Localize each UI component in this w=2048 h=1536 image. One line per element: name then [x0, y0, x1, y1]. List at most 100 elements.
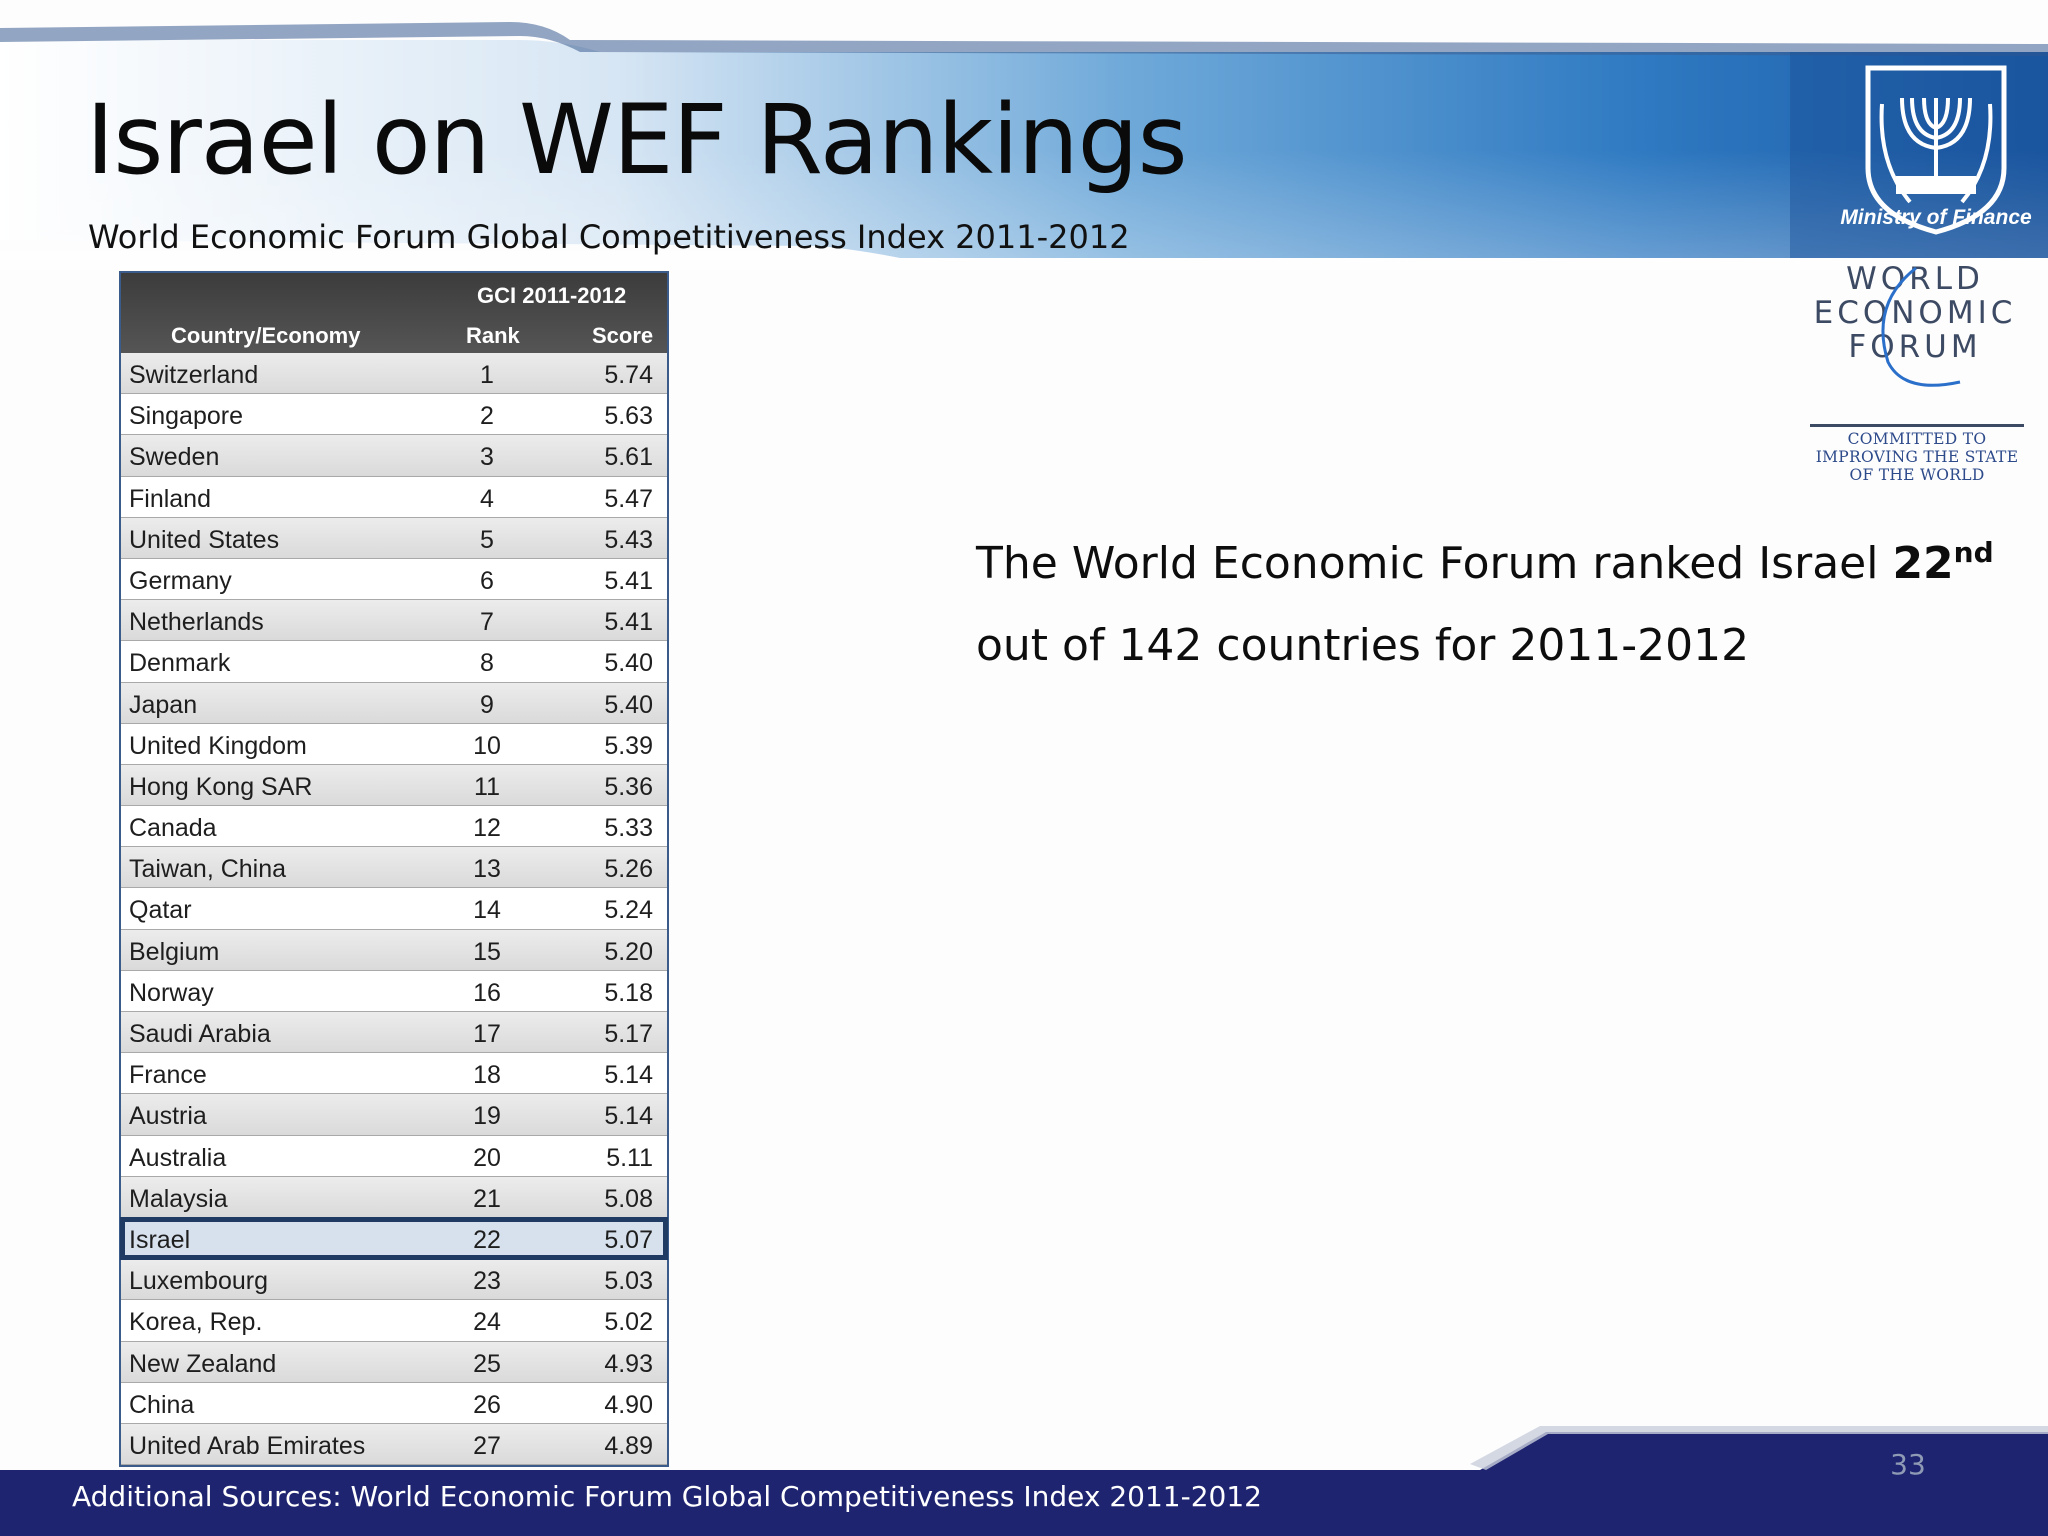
country-cell: United Kingdom — [129, 731, 307, 760]
table-row: China 26 4.90 — [121, 1382, 667, 1424]
column-header-score: Score — [592, 323, 654, 348]
wef-logo-word: ECONOMIC — [1813, 295, 2017, 331]
table-row: Luxembourg 23 5.03 — [121, 1259, 667, 1301]
rank-cell: 8 — [480, 649, 494, 678]
table-row: Japan 9 5.40 — [121, 682, 667, 724]
rank-cell: 9 — [480, 690, 494, 719]
score-cell: 5.33 — [604, 814, 653, 843]
score-cell: 5.11 — [606, 1143, 653, 1172]
country-cell: Norway — [129, 978, 214, 1007]
rank-cell: 20 — [473, 1143, 501, 1172]
score-cell: 5.20 — [604, 937, 653, 966]
score-cell: 5.14 — [604, 1102, 653, 1131]
page-subtitle: World Economic Forum Global Competitiven… — [88, 218, 1130, 256]
country-cell: France — [129, 1061, 207, 1090]
wef-tagline: IMPROVING THE STATE — [1815, 448, 2019, 466]
country-cell: Australia — [129, 1143, 227, 1172]
score-cell: 5.17 — [604, 1020, 653, 1048]
page-number: 33 — [1890, 1448, 1926, 1481]
country-cell: United Arab Emirates — [129, 1431, 366, 1460]
country-cell: Sweden — [129, 443, 220, 472]
rank-cell: 11 — [474, 772, 500, 801]
score-cell: 5.40 — [604, 690, 653, 719]
score-cell: 5.47 — [604, 484, 653, 513]
footer-source-note: Additional Sources: World Economic Forum… — [72, 1480, 1262, 1513]
table-row: Taiwan, China 13 5.26 — [121, 847, 667, 889]
table-group-header: GCI 2011-2012 — [477, 283, 627, 308]
country-cell: Saudi Arabia — [129, 1020, 271, 1048]
country-cell: Japan — [129, 690, 198, 719]
score-cell: 5.41 — [604, 566, 653, 595]
rank-cell: 17 — [473, 1020, 501, 1048]
wef-logo-word: FORUM — [1848, 329, 1982, 365]
gci-ranking-table: GCI 2011-2012 Country/Economy Rank Score… — [119, 271, 669, 1468]
country-cell: Korea, Rep. — [129, 1308, 263, 1337]
country-cell: New Zealand — [129, 1349, 277, 1378]
rank-cell: 6 — [480, 566, 494, 595]
country-cell: Singapore — [129, 402, 243, 431]
score-cell: 5.39 — [604, 731, 653, 760]
score-cell: 5.18 — [604, 978, 653, 1007]
table-row: Germany 6 5.41 — [121, 558, 667, 601]
table-header: GCI 2011-2012 Country/Economy Rank Score — [121, 273, 667, 353]
rank-cell: 1 — [480, 361, 494, 389]
country-cell: Germany — [129, 566, 232, 595]
rank-cell: 10 — [473, 731, 501, 760]
score-cell: 5.08 — [604, 1184, 653, 1213]
score-cell: 5.43 — [604, 525, 653, 554]
rank-cell: 24 — [473, 1308, 501, 1337]
table-row: Korea, Rep. 24 5.02 — [121, 1300, 667, 1342]
table-row: Finland 4 5.47 — [121, 476, 667, 518]
country-cell: Denmark — [129, 649, 231, 678]
wef-tagline: OF THE WORLD — [1849, 466, 1985, 484]
rank-cell: 16 — [473, 978, 501, 1007]
column-header-country: Country/Economy — [171, 323, 361, 348]
table-row: Belgium 15 5.20 — [121, 929, 667, 971]
country-cell: Belgium — [129, 937, 220, 966]
rank-cell: 27 — [473, 1431, 501, 1460]
statement-line-1: The World Economic Forum ranked Israel 2… — [976, 536, 1994, 589]
table-row: United States 5 5.43 — [121, 517, 667, 559]
country-cell: Luxembourg — [129, 1267, 268, 1296]
header-band — [0, 22, 2048, 270]
rank-cell: 23 — [473, 1267, 501, 1296]
country-cell: Switzerland — [129, 361, 259, 389]
footer-band — [0, 1426, 2048, 1536]
rank-cell: 12 — [473, 814, 501, 843]
table-row: United Arab Emirates 27 4.89 — [121, 1423, 667, 1466]
table-row: Qatar 14 5.24 — [121, 888, 667, 930]
rank-cell: 15 — [473, 937, 501, 966]
rank-cell: 21 — [473, 1184, 501, 1213]
rank-cell: 5 — [480, 525, 494, 554]
table-body: Switzerland 1 5.74 Singapore 2 5.63 Sweden 3 5.6… — [120, 353, 668, 1466]
table-row: Sweden 3 5.61 — [121, 435, 667, 477]
table-row-highlighted: Israel 22 5.07 — [120, 1216, 668, 1261]
table-row: Singapore 2 5.63 — [121, 394, 667, 436]
score-cell: 5.26 — [604, 855, 653, 884]
table-row: Australia 20 5.11 — [121, 1135, 667, 1177]
rank-cell: 26 — [473, 1390, 501, 1419]
score-cell: 5.03 — [604, 1267, 653, 1296]
country-cell: Netherlands — [129, 608, 264, 637]
score-cell: 5.41 — [604, 608, 653, 637]
statement-line-2: out of 142 countries for 2011-2012 — [976, 620, 1750, 671]
table-row: Denmark 8 5.40 — [121, 641, 667, 683]
country-cell: Qatar — [129, 896, 192, 925]
table-row: Saudi Arabia 17 5.17 — [121, 1012, 667, 1054]
wef-arc-icon — [1881, 266, 1961, 387]
score-cell: 5.40 — [604, 649, 653, 678]
rank-cell: 2 — [480, 402, 494, 431]
score-cell: 5.14 — [604, 1061, 653, 1090]
country-cell: Israel — [129, 1225, 191, 1254]
score-cell: 4.93 — [604, 1349, 653, 1378]
statement-text: The World Economic Forum ranked Israel — [976, 538, 1893, 589]
table-row: Canada 12 5.33 — [121, 806, 667, 848]
score-cell: 5.24 — [604, 896, 653, 925]
wef-tagline: COMMITTED TO — [1847, 430, 1987, 448]
score-cell: 4.90 — [604, 1390, 653, 1419]
country-cell: Austria — [129, 1102, 207, 1131]
table-row: New Zealand 25 4.93 — [121, 1341, 667, 1383]
score-cell: 5.63 — [604, 402, 653, 431]
country-cell: Finland — [129, 484, 211, 513]
rank-cell: 4 — [480, 484, 494, 513]
